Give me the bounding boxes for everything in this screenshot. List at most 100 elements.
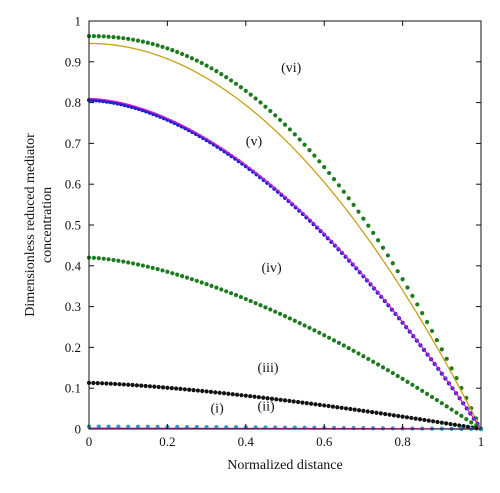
series-iii-numeric-point [239, 393, 244, 398]
series-vi-numeric-point [106, 34, 111, 39]
series-vi-numeric-point [126, 36, 131, 41]
series-vi-numeric-point [385, 253, 390, 258]
series-iii-numeric-point [370, 410, 375, 415]
series-iii-numeric-point [213, 390, 218, 395]
series-vi-numeric-point [371, 230, 376, 235]
series-iii-numeric-point [330, 404, 336, 409]
series-vi-numeric [86, 34, 484, 432]
series-iv-numeric-point [199, 280, 204, 285]
series-vi-numeric-point [189, 56, 194, 61]
series-iv-numeric-point [233, 293, 239, 298]
series-iv-numeric-point [400, 376, 405, 381]
series-iii-numeric-point [147, 384, 153, 389]
series-v-numeric [86, 98, 484, 432]
series-vi-numeric-point [307, 148, 312, 153]
y-tick-label: 1 [75, 14, 82, 29]
series-iv-numeric-point [180, 274, 185, 279]
series-iii-numeric-point [457, 423, 462, 428]
series-iii-numeric-point [426, 418, 431, 423]
series-vi-numeric-point [209, 66, 214, 71]
series-iii-numeric-point [261, 395, 266, 400]
series-iv-numeric-point [175, 272, 180, 277]
series-iv-numeric-point [351, 348, 356, 353]
series-iii-numeric-point [474, 426, 479, 431]
series-iii-numeric-point [326, 403, 331, 409]
series-iv-numeric-point [209, 283, 214, 288]
plot-frame [88, 20, 482, 430]
series-iii-numeric-point [169, 386, 174, 391]
series-vi-numeric-point [116, 35, 121, 40]
y-axis-title-line-1: Dimensionless reduced mediator [23, 133, 38, 317]
series-iv-numeric [86, 255, 484, 432]
series-vi-numeric-point [101, 34, 106, 39]
series-iii-numeric-point [165, 385, 170, 390]
series-iv-numeric-point [150, 265, 155, 270]
series-iii-numeric-point [295, 399, 301, 405]
series-iv-numeric-point [160, 268, 165, 273]
series-v-numeric-point [304, 215, 309, 220]
series-iv-numeric-point [312, 328, 317, 333]
series-iii-numeric-point [304, 401, 309, 406]
series-iii-numeric-point [178, 386, 183, 392]
series-vi-numeric-point [287, 127, 292, 132]
series-vi-numeric-point [180, 51, 185, 57]
series-iv-numeric-point [135, 262, 141, 267]
series-iii-numeric-point [243, 393, 248, 398]
series-iii-numeric-point [409, 415, 414, 421]
series-vi-numeric-point [366, 223, 371, 228]
series-iii-numeric-point [278, 397, 283, 402]
y-tick-label: 0.3 [65, 299, 81, 314]
series-vi-numeric-point [312, 153, 317, 158]
series-iii-numeric-point [252, 394, 257, 399]
series-iv-numeric-point [366, 356, 371, 362]
series-vi-numeric-point [248, 92, 253, 97]
series-iii-numeric-point [113, 381, 118, 387]
x-tick-label: 1 [478, 434, 485, 449]
series-vi-numeric-point [405, 285, 410, 290]
series-iv-numeric-point [165, 269, 170, 274]
series-iv-numeric-point [214, 285, 219, 290]
series-vi-numeric-point [140, 39, 145, 44]
series-iv-numeric-point [111, 257, 116, 263]
ticks-layer: 0 0.2 0.4 0.6 0.8 1 0 0.1 0.2 0.3 0.4 0.5 0.6 0.7 0.8 0… [65, 14, 485, 450]
x-tick-label: 0.2 [159, 434, 175, 449]
series-iii-numeric-point [291, 399, 296, 404]
series-iii-numeric-point [230, 392, 235, 397]
series-iii-numeric-point [174, 386, 179, 391]
series-iv-numeric-point [380, 365, 386, 370]
series-vi-numeric-point [400, 277, 405, 282]
series-iv-numeric-point [238, 294, 243, 300]
series-iv-numeric-point [356, 351, 361, 356]
series-vi-numeric-point [273, 113, 278, 118]
series-iv-numeric-point [243, 296, 248, 302]
series-iv-numeric-point [101, 256, 106, 261]
y-tick-label: 0.4 [65, 258, 82, 273]
series-iv-numeric-point [307, 325, 312, 330]
series-vi-analytic-line [88, 42, 482, 430]
series-vi-numeric-point [135, 38, 141, 43]
series-iv-numeric-point [459, 413, 464, 418]
series-v-numeric-point [307, 218, 313, 223]
series-iii-numeric-point [226, 391, 231, 396]
series-iv-numeric-point [415, 385, 420, 390]
y-tick-label: 0.8 [65, 95, 81, 110]
series-iv-numeric-point [184, 275, 190, 280]
series-iii-numeric-point [391, 413, 396, 418]
series-iii-numeric-point [448, 421, 453, 427]
series-iv-numeric-point [145, 264, 150, 269]
series-vi-numeric-point [258, 100, 263, 105]
series-vi-numeric-point [155, 43, 160, 48]
series-vi-numeric-point [268, 108, 273, 114]
series-layer [86, 34, 484, 432]
series-iv-numeric-point [140, 263, 145, 268]
series-vi-numeric-point [282, 122, 288, 127]
series-iv-numeric-point [219, 287, 224, 292]
series-iii-numeric-point [287, 398, 292, 404]
series-iii-numeric-point [274, 397, 279, 402]
series-vi-numeric-point [395, 269, 400, 274]
series-iv-numeric-point [253, 301, 258, 306]
y-axis-title-line-2: concentration [40, 187, 55, 263]
series-iv-numeric-point [263, 305, 268, 310]
series-iv-numeric-point [302, 323, 307, 328]
series-vi-numeric-point [121, 36, 126, 41]
